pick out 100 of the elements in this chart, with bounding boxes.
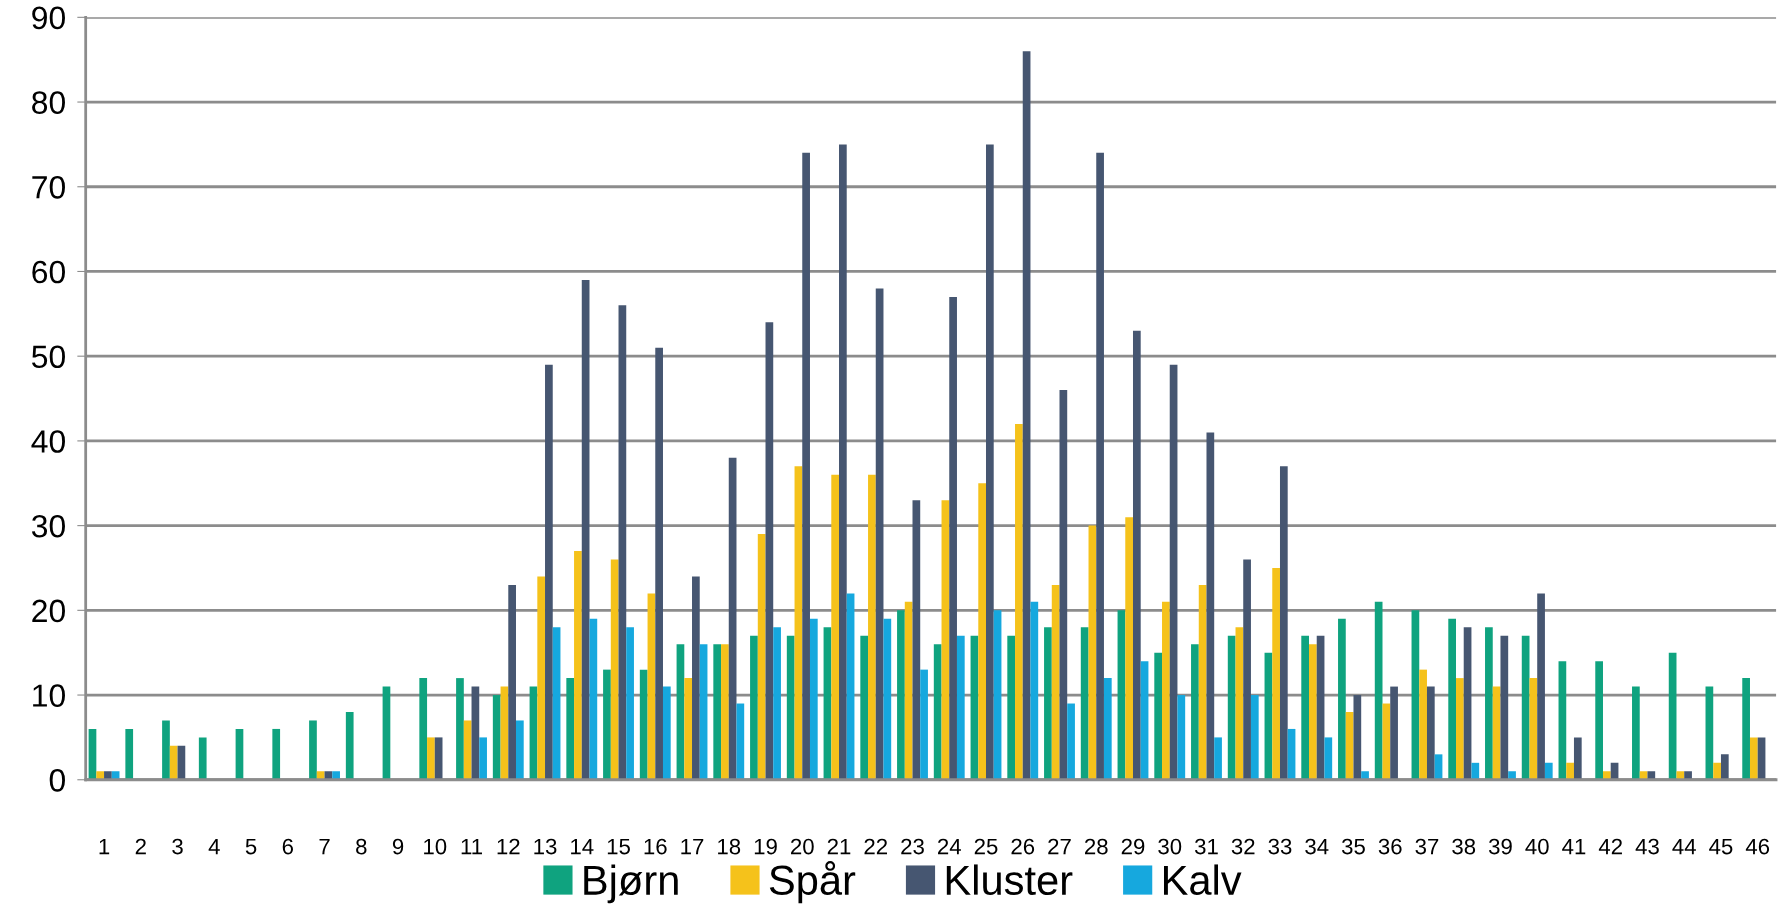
x-tick-label: 31	[1194, 838, 1218, 855]
bar	[463, 720, 472, 780]
x-tick-label: 32	[1231, 838, 1255, 855]
bar	[1022, 51, 1031, 780]
x-tick-label: 26	[1011, 838, 1035, 855]
legend-label: Bjørn	[584, 864, 678, 904]
bar	[765, 322, 774, 780]
bar	[809, 618, 818, 780]
x-tick-label: 8	[356, 838, 367, 855]
bar	[618, 305, 627, 780]
x-tick-label: 5	[245, 838, 257, 855]
bar	[1067, 703, 1075, 780]
bar	[773, 627, 781, 780]
bar	[639, 669, 648, 780]
bar	[1500, 635, 1509, 780]
bar	[721, 644, 729, 780]
x-tick-label: 15	[607, 838, 630, 855]
bar	[309, 720, 317, 780]
bar	[794, 466, 803, 780]
bar	[736, 703, 745, 780]
bar	[868, 474, 876, 780]
bar	[1537, 593, 1545, 780]
x-tick-label: 19	[754, 838, 777, 855]
bar	[912, 500, 921, 780]
bar	[479, 737, 487, 780]
bar	[1198, 584, 1207, 780]
bar	[978, 483, 986, 780]
bar	[1080, 627, 1089, 780]
bar	[1309, 644, 1317, 780]
y-tick-label: 80	[32, 91, 65, 114]
y-tick-label: 20	[32, 599, 65, 623]
x-tick-label: 45	[1709, 838, 1733, 855]
bar	[198, 737, 207, 780]
x-tick-label: 13	[534, 838, 557, 855]
x-tick-label: 38	[1452, 838, 1476, 855]
bar	[846, 593, 855, 780]
x-tick-label: 20	[791, 838, 814, 855]
bar	[1485, 627, 1493, 780]
y-tick-label: 40	[31, 430, 65, 453]
bar	[1140, 661, 1149, 780]
bar	[1272, 567, 1280, 780]
bar	[1177, 695, 1186, 780]
y-tick-label: 50	[31, 345, 65, 369]
x-tick-label: 43	[1635, 838, 1659, 855]
x-tick-label: 1	[99, 838, 110, 855]
bar	[1096, 152, 1104, 780]
bar	[757, 534, 766, 780]
x-tick-label: 22	[864, 838, 887, 855]
bar	[1169, 364, 1178, 780]
bar	[1279, 466, 1288, 780]
bar	[419, 678, 428, 780]
bar	[883, 618, 892, 780]
x-tick-label: 28	[1085, 838, 1108, 855]
bar	[492, 695, 501, 780]
bar	[1529, 678, 1538, 780]
bar	[692, 576, 700, 780]
bar	[920, 669, 928, 780]
x-tick-label: 12	[497, 838, 520, 855]
bar	[1125, 517, 1133, 780]
bar	[1088, 525, 1097, 780]
bar	[1749, 737, 1758, 780]
x-tick-label: 3	[172, 838, 183, 855]
bar	[169, 745, 178, 780]
bar	[684, 678, 693, 780]
bar	[272, 728, 281, 780]
bar	[1338, 618, 1346, 780]
bar	[786, 635, 795, 780]
bar	[1426, 686, 1435, 780]
bar	[545, 364, 553, 780]
bar	[802, 152, 810, 780]
x-tick-label: 7	[319, 838, 330, 855]
bar	[1007, 635, 1016, 780]
bar	[1206, 432, 1215, 780]
bar	[1117, 610, 1126, 780]
x-tick-label: 46	[1745, 838, 1770, 855]
x-tick-label: 17	[681, 838, 704, 855]
bar	[1044, 627, 1052, 780]
x-tick-label: 33	[1268, 838, 1292, 855]
bar	[1558, 661, 1567, 780]
bar	[1059, 390, 1068, 780]
bar	[1324, 737, 1333, 780]
bar	[897, 610, 905, 780]
x-tick-label: 21	[827, 838, 851, 855]
y-tick-label: 0	[49, 769, 65, 792]
bar	[427, 737, 435, 780]
bar	[1390, 686, 1398, 780]
bar	[589, 618, 598, 780]
x-tick-label: 35	[1341, 838, 1365, 855]
bar	[1214, 737, 1222, 780]
x-tick-label: 11	[461, 838, 482, 855]
x-tick-label: 16	[644, 838, 667, 855]
x-tick-label: 30	[1158, 838, 1182, 855]
bar	[1419, 669, 1427, 780]
bar	[1573, 737, 1582, 780]
bar	[1227, 635, 1236, 780]
bar	[993, 610, 1002, 780]
y-tick-label: 90	[32, 6, 65, 30]
bar	[508, 584, 516, 780]
bar	[1250, 695, 1259, 780]
bar	[610, 559, 619, 780]
